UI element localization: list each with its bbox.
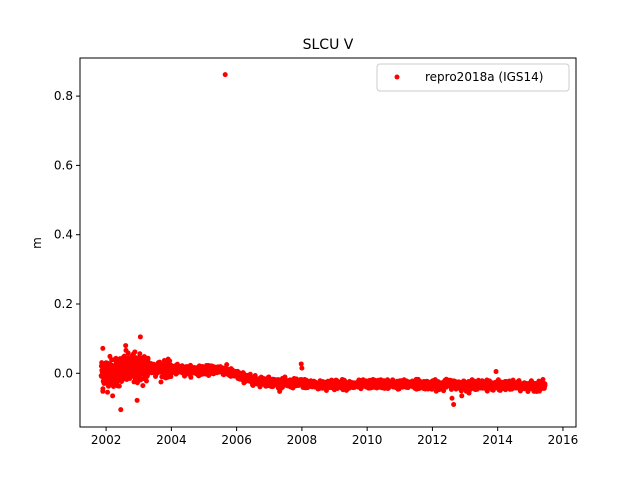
data-point — [116, 383, 122, 389]
data-point — [158, 379, 164, 385]
data-point — [143, 378, 149, 384]
data-points — [98, 72, 548, 413]
data-point — [137, 351, 143, 357]
data-point — [282, 374, 288, 380]
data-point-outlier — [299, 365, 305, 371]
y-tick-label: 0.0 — [54, 366, 73, 380]
data-point — [132, 349, 138, 355]
legend-box — [376, 63, 570, 92]
x-tick-label: 2016 — [548, 433, 579, 447]
y-axis-ticks: 0.0 0.2 0.4 0.6 0.8 — [54, 89, 80, 380]
data-point-outlier — [449, 395, 455, 401]
x-tick-label: 2014 — [482, 433, 513, 447]
data-point — [167, 358, 173, 364]
x-tick-label: 2006 — [221, 433, 252, 447]
data-point — [542, 382, 548, 388]
data-point-outlier — [493, 369, 499, 375]
x-tick-label: 2008 — [287, 433, 318, 447]
y-tick-label: 0.2 — [54, 297, 73, 311]
y-tick-label: 0.8 — [54, 89, 73, 103]
data-point-outlier — [123, 343, 129, 349]
data-point-outlier — [100, 388, 106, 394]
x-tick-label: 2012 — [417, 433, 448, 447]
data-point-outlier — [110, 393, 116, 399]
data-point-outlier — [298, 361, 304, 367]
data-point-outlier — [137, 334, 143, 340]
data-point-outlier — [134, 397, 140, 403]
data-point — [105, 389, 111, 395]
data-point-outlier — [451, 401, 457, 407]
y-axis-label: m — [30, 237, 44, 249]
legend: repro2018a (IGS14) — [376, 63, 570, 92]
y-tick-label: 0.6 — [54, 158, 73, 172]
data-point — [224, 362, 230, 368]
x-axis-ticks: 2002 2004 2006 2008 2010 2012 2014 2016 — [91, 427, 578, 447]
y-tick-label: 0.4 — [54, 228, 73, 242]
x-tick-label: 2010 — [352, 433, 383, 447]
data-point-outlier — [459, 393, 465, 399]
legend-marker — [394, 74, 400, 80]
data-point-outlier — [100, 345, 106, 351]
x-tick-label: 2002 — [91, 433, 122, 447]
data-point — [145, 355, 151, 361]
data-point-outlier — [118, 407, 124, 413]
data-point — [140, 383, 146, 389]
plot-frame — [79, 57, 577, 428]
data-point — [174, 361, 180, 367]
data-point — [125, 350, 131, 356]
data-point — [540, 377, 546, 383]
data-point — [99, 360, 105, 366]
legend-label: repro2018a (IGS14) — [425, 70, 543, 84]
x-tick-label: 2004 — [156, 433, 187, 447]
data-point-outlier — [222, 72, 228, 78]
chart-title: SLCU V — [303, 37, 354, 53]
data-point — [188, 374, 194, 380]
